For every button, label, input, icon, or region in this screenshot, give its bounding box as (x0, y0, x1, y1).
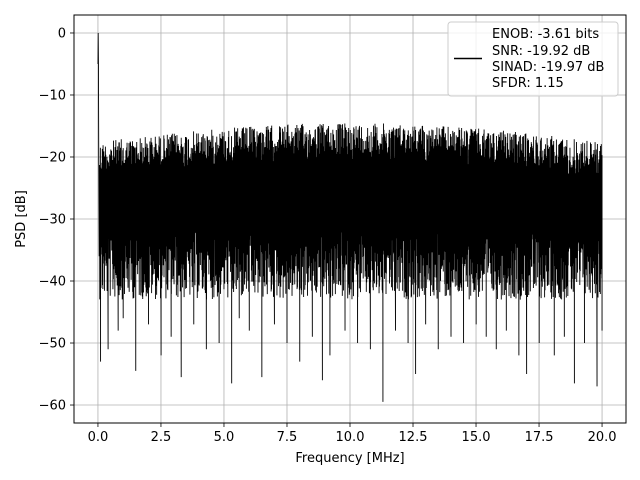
legend-sfdr: SFDR: 1.15 (492, 76, 564, 91)
plot-area (97, 32, 603, 402)
x-tick-label: 5.0 (214, 430, 235, 445)
y-tick-label: −10 (39, 88, 66, 103)
legend-enob: ENOB: -3.61 bits (492, 27, 599, 42)
x-tick-label: 12.5 (399, 430, 428, 445)
y-axis-label: PSD [dB] (14, 190, 29, 248)
x-axis: 0.0 2.5 5.0 7.5 10.0 12.5 15.0 17.5 20.0 (88, 423, 617, 445)
x-tick-label: 17.5 (525, 430, 554, 445)
y-tick-label: −20 (39, 150, 66, 165)
y-tick-label: −60 (39, 399, 66, 414)
x-tick-label: 10.0 (336, 430, 365, 445)
x-tick-label: 7.5 (277, 430, 298, 445)
x-tick-label: 15.0 (462, 430, 491, 445)
x-tick-label: 0.0 (88, 430, 109, 445)
x-tick-label: 2.5 (151, 430, 172, 445)
y-tick-label: −30 (39, 213, 66, 228)
legend-snr: SNR: -19.92 dB (492, 44, 590, 59)
psd-series-line (97, 32, 603, 402)
legend-sinad: SINAD: -19.97 dB (492, 60, 604, 75)
legend: ENOB: -3.61 bits SNR: -19.92 dB SINAD: -… (447, 21, 619, 97)
x-axis-label: Frequency [MHz] (295, 451, 404, 466)
y-tick-label: 0 (58, 26, 66, 41)
y-tick-label: −40 (39, 275, 66, 290)
x-tick-label: 20.0 (588, 430, 617, 445)
y-tick-label: −50 (39, 337, 66, 352)
y-axis: 0 −10 −20 −30 −40 −50 −60 (39, 26, 74, 414)
legend-box (447, 21, 619, 97)
